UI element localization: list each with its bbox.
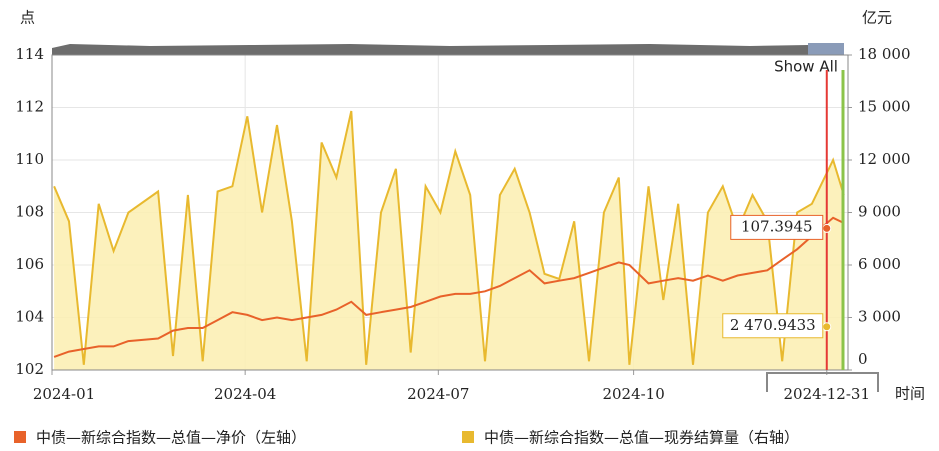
navigator-window[interactable] — [808, 43, 844, 55]
y2-tick-label: 18 000 — [858, 45, 911, 63]
y2-tick-label: 6 000 — [858, 255, 901, 273]
y-tick-label: 108 — [15, 203, 44, 221]
area-line — [53, 110, 845, 365]
y-tick-label: 112 — [15, 98, 44, 116]
tooltip-label: 107.3945 — [741, 217, 813, 235]
show-all-button[interactable]: Show All — [774, 58, 838, 76]
y2-tick-label: 12 000 — [858, 150, 911, 168]
legend-label: 中债—新综合指数—总值—净价（左轴） — [36, 429, 306, 447]
y-tick-label: 114 — [15, 45, 44, 63]
range-bracket — [766, 372, 879, 392]
x-tick-label: 2024-10 — [602, 385, 664, 403]
line — [53, 216, 845, 358]
x-tick-label: 2024-12-31 — [784, 385, 870, 403]
y-tick-label: 106 — [15, 255, 44, 273]
y-tick-label: 110 — [15, 150, 44, 168]
tooltip-point — [822, 322, 832, 332]
x-axis-title: 时间 — [895, 385, 925, 403]
y-tick-label: 104 — [15, 308, 44, 326]
x-tick-label: 2024-07 — [407, 385, 469, 403]
tooltip-box — [722, 313, 824, 339]
y-axis-title: 点 — [20, 9, 35, 27]
x-tick-label: 2024-01 — [33, 385, 95, 403]
x-tick-label: 2024-04 — [214, 385, 276, 403]
legend-label: 中债—新综合指数—总值—现券结算量（右轴） — [484, 429, 799, 447]
y2-tick-label: 15 000 — [858, 98, 911, 116]
y2-tick-label: 3 000 — [858, 308, 901, 326]
legend-swatch — [14, 431, 26, 443]
legend-swatch — [462, 431, 474, 443]
y2-axis-title: 亿元 — [862, 9, 892, 27]
tooltip-point — [822, 223, 832, 233]
y-tick-label: 102 — [15, 360, 44, 378]
tooltip-box — [730, 214, 824, 240]
plot — [51, 54, 852, 375]
area — [54, 111, 844, 370]
y2-tick-label: 0 — [858, 350, 868, 368]
tooltip-label: 2 470.9433 — [730, 316, 816, 334]
y2-tick-label: 9 000 — [858, 203, 901, 221]
navigator — [52, 44, 808, 55]
plot-frame — [51, 54, 849, 371]
